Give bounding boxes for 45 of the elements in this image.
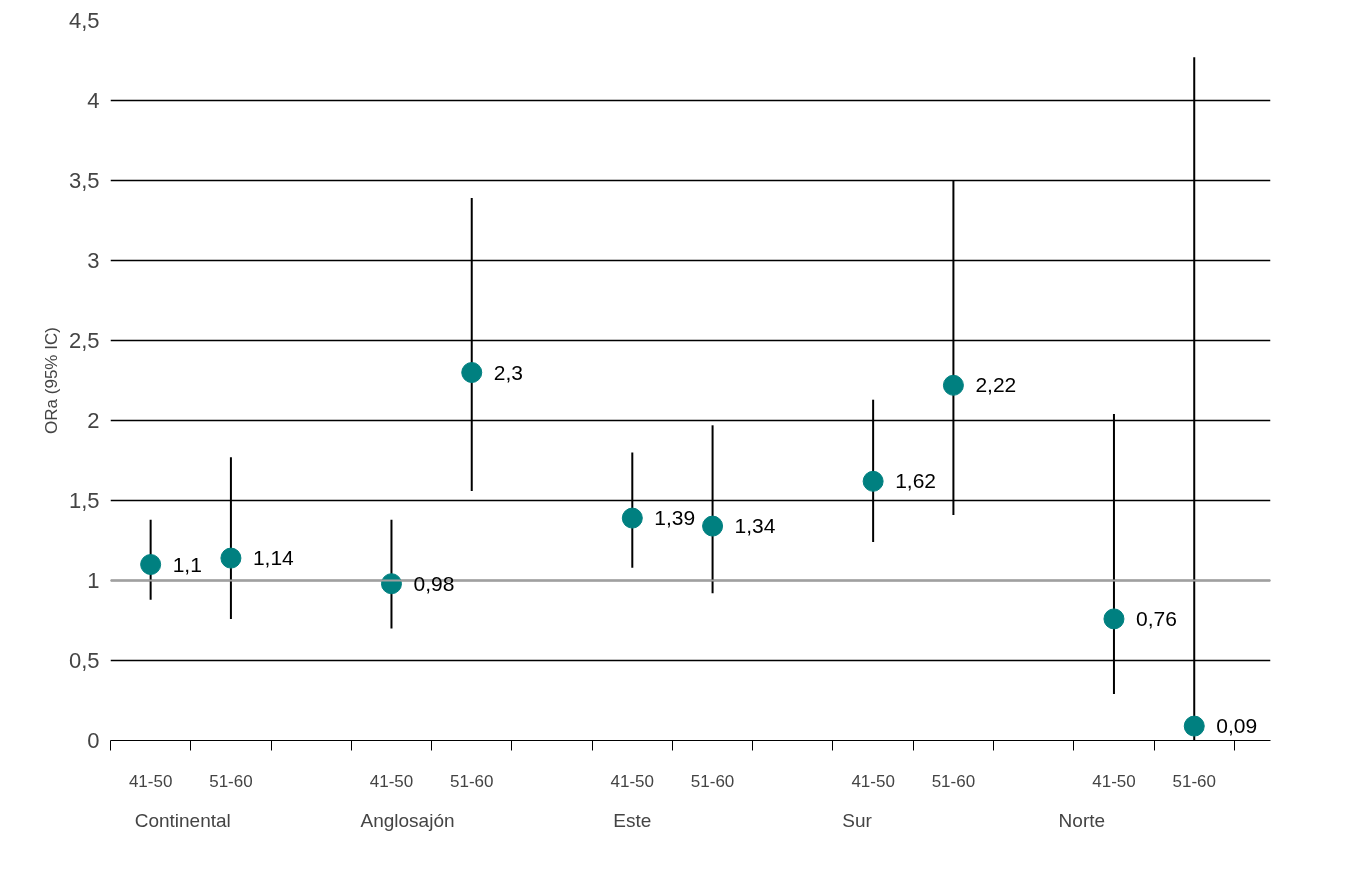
text: Norte xyxy=(1058,809,1106,831)
x-tick-label: 51-60 xyxy=(209,771,253,791)
y-tick-label: 1,5 xyxy=(68,488,100,513)
point xyxy=(702,515,724,537)
data-label: 1,14 xyxy=(252,546,295,570)
y-tick-label: 4 xyxy=(87,88,100,113)
data-label: 2,3 xyxy=(493,360,523,384)
y-tick-label: 0 xyxy=(87,728,100,753)
text: Sur xyxy=(842,809,873,831)
x-tick-label: 41-50 xyxy=(1092,771,1136,791)
data-label: 1,1 xyxy=(172,552,202,576)
data-label: 2,22 xyxy=(975,373,1017,397)
y-tick-label: 3 xyxy=(87,248,100,273)
text: Continental xyxy=(134,809,231,831)
y-tick-label: 3,5 xyxy=(68,168,100,193)
y-tick-label: 4,5 xyxy=(68,8,100,33)
x-tick-label: 41-50 xyxy=(128,771,173,791)
point xyxy=(621,507,643,529)
text: Anglosajón xyxy=(360,809,455,831)
x-tick-label: 51-60 xyxy=(931,771,976,791)
x-tick-label: 41-50 xyxy=(851,771,895,791)
x-tick-label: 41-50 xyxy=(610,771,655,791)
text: Este xyxy=(613,809,652,831)
data-label: 1,62 xyxy=(895,469,936,493)
y-tick-label: 0,5 xyxy=(68,648,100,673)
data-label: 0,76 xyxy=(1135,606,1177,630)
data-label: 1,39 xyxy=(654,506,696,530)
point xyxy=(942,374,964,396)
point xyxy=(220,547,242,569)
point xyxy=(140,554,162,575)
x-tick-label: 51-60 xyxy=(1172,771,1216,791)
point xyxy=(1103,608,1125,630)
x-tick-label: 51-60 xyxy=(690,771,735,791)
x-tick-label: 51-60 xyxy=(450,771,494,791)
y-tick-label: 1 xyxy=(87,568,100,593)
y-tick-label: 2 xyxy=(87,408,100,433)
y-tick-label: 2,5 xyxy=(68,328,100,353)
data-label: 0,98 xyxy=(413,571,455,595)
data-label: 0,09 xyxy=(1216,714,1258,738)
point xyxy=(862,470,884,492)
x-tick-label: 41-50 xyxy=(369,771,414,791)
data-label: 1,34 xyxy=(734,514,776,538)
point xyxy=(461,362,483,383)
point xyxy=(1183,715,1205,737)
y-axis-title: ORa (95% IC) xyxy=(41,327,61,434)
